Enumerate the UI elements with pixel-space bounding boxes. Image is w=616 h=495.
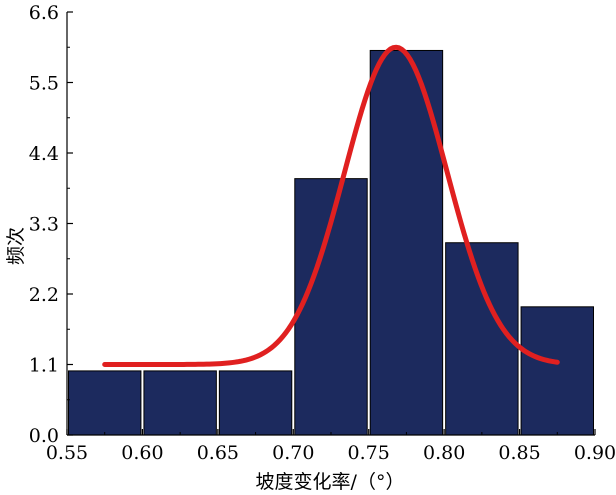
histogram-bar-7 [520,306,594,436]
y-axis-title: 频次 [5,227,27,265]
x-tick-label: 0.60 [121,442,163,464]
x-tick-label: 0.55 [46,442,88,464]
x-tick-label: 0.75 [348,442,390,464]
x-tick-label: 0.85 [498,442,540,464]
x-axis-title: 坡度变化率/（°） [256,471,405,493]
x-tick-label: 0.70 [272,442,314,464]
fit-curve-line [102,44,560,367]
histogram-bar-3 [218,370,293,436]
histogram-bar-2 [143,370,217,436]
y-tick-label: 5.5 [29,73,59,95]
x-tick-label: 0.80 [423,442,465,464]
x-tick-label: 0.65 [197,442,239,464]
y-tick-label: 3.3 [29,214,59,236]
x-tick-labels: 0.55 0.60 0.65 0.70 0.75 0.80 0.85 0.90 [46,442,616,464]
y-tick-label: 0.0 [29,425,59,447]
histogram-bar-1 [68,370,142,436]
bars-group [68,49,594,436]
x-tick-label: 0.90 [574,442,616,464]
y-tick-label: 4.4 [29,143,59,165]
y-tick-label: 6.6 [29,2,59,24]
histogram-bar-6 [445,242,519,436]
axes-group [66,11,596,436]
y-tick-label: 1.1 [29,355,59,377]
y-tick-labels: 0.0 1.1 2.2 3.3 4.4 5.5 6.6 [29,2,59,447]
y-tick-label: 2.2 [29,284,59,306]
